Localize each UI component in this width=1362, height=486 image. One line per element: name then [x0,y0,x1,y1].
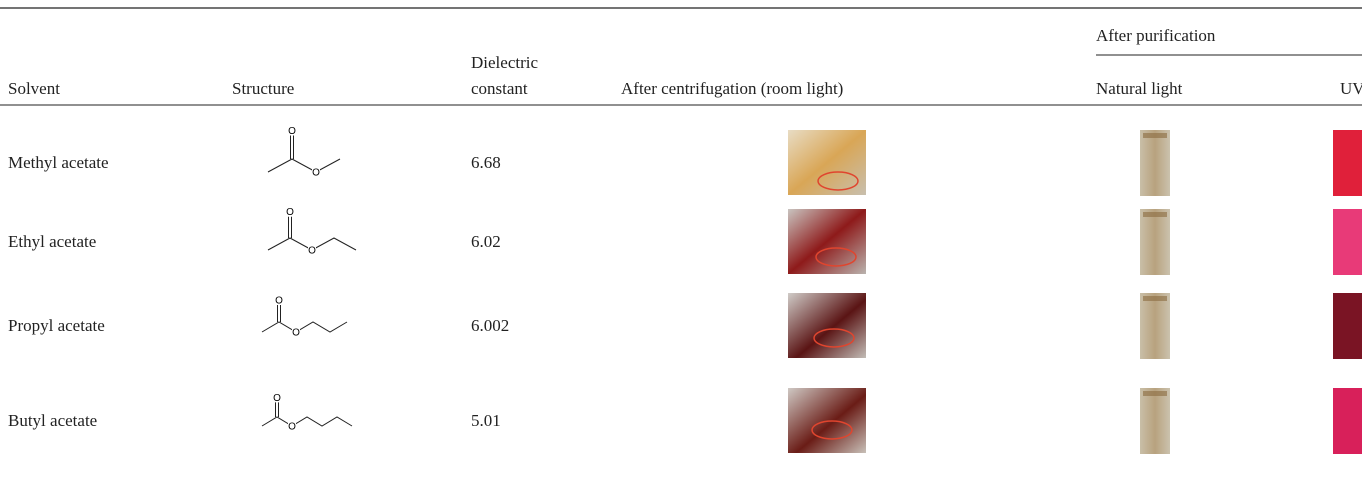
atom-mask [288,422,296,431]
pellet-ring [815,247,857,267]
column-header: Solvent [8,79,60,98]
group-header: After purification [1096,26,1216,45]
uv-photo [1333,130,1362,196]
atom-label: O [273,393,281,404]
atom-label: O [275,296,283,307]
atom-mask [308,246,316,255]
pellet-ring [813,328,855,348]
atom-mask [288,126,296,136]
molecule-bonds [261,416,353,427]
column-header: Structure [232,79,295,98]
atom-mask [286,207,294,217]
cuvette-photo [1140,209,1170,275]
column-header: UV [1340,79,1362,98]
centrifuge-photo [788,209,866,274]
uv-photo [1333,209,1362,275]
atom-label: O [312,168,320,179]
molecule-bonds [261,321,348,333]
solvent-cell: Methyl acetate [8,153,109,172]
column-header: Natural light [1096,79,1183,98]
atom-label: O [288,422,296,433]
atom-label: O [288,126,296,137]
dielectric-cell: 6.002 [471,316,510,335]
centrifuge-photo [788,293,866,358]
atom-mask [312,168,320,177]
molecule-bonds [267,158,341,173]
cuvette-cap [1143,296,1167,301]
atom-label: O [292,328,300,339]
pellet-ring [817,171,859,191]
cuvette-photo [1140,388,1170,454]
pellet-ring [811,420,853,440]
column-header: After centrifugation (room light) [621,79,844,98]
solvent-cell: Butyl acetate [8,411,98,430]
uv-photo [1333,293,1362,359]
atom-label: O [286,207,294,218]
cuvette-cap [1143,133,1167,138]
cuvette-cap [1143,391,1167,396]
cuvette-cap [1143,212,1167,217]
dielectric-cell: 5.01 [471,411,501,430]
cuvette-photo [1140,293,1170,359]
column-header: Dielectric constant [471,53,539,98]
atom-mask [273,393,281,403]
atom-mask [292,328,300,337]
atom-label: O [308,246,316,257]
solvent-cell: Propyl acetate [8,316,105,335]
cuvette-photo [1140,130,1170,196]
dielectric-cell: 6.68 [471,153,501,172]
solvent-cell: Ethyl acetate [8,232,97,251]
atom-mask [275,296,283,305]
centrifuge-photo [788,388,866,453]
uv-photo [1333,388,1362,454]
dielectric-cell: 6.02 [471,232,501,251]
centrifuge-photo [788,130,866,195]
